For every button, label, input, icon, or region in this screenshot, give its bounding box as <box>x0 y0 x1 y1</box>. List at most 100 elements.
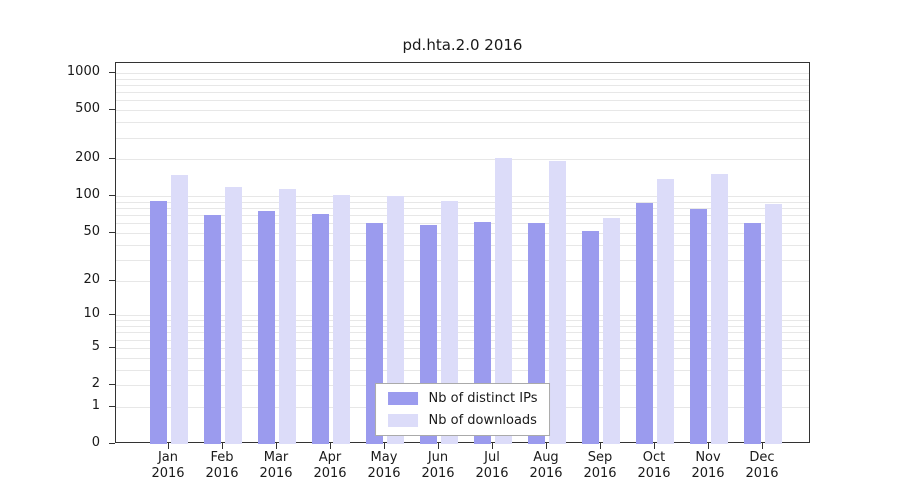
x-tick-label-line: 2016 <box>475 466 509 481</box>
x-tick-label: Apr 2016 <box>303 450 357 482</box>
x-tick-label: Dec 2016 <box>735 450 789 482</box>
gridline <box>116 244 809 246</box>
bar-nb-of-downloads <box>279 188 296 444</box>
y-tick-label: 1 <box>91 397 100 413</box>
x-tick-mark <box>654 443 655 449</box>
x-tick-label-line: Jun <box>427 450 449 465</box>
x-tick-label: May 2016 <box>357 450 411 482</box>
gridline <box>116 92 809 94</box>
x-tick-mark <box>330 443 331 449</box>
bar-nb-of-downloads <box>333 194 350 444</box>
x-tick-label-line: 2016 <box>367 466 401 481</box>
x-tick-label: Mar 2016 <box>249 450 303 482</box>
bar-nb-of-downloads <box>171 174 188 444</box>
gridline <box>116 73 809 74</box>
gridline <box>116 280 809 282</box>
y-tick-mark <box>109 195 115 197</box>
y-tick-mark <box>109 158 115 160</box>
y-tick-mark <box>109 109 115 111</box>
bar-nb-of-downloads <box>657 179 674 444</box>
y-tick-mark <box>109 443 115 444</box>
bar-nb-of-distinct-ips <box>312 213 329 444</box>
gridline <box>116 357 809 359</box>
x-tick-label-line: Dec <box>749 450 775 465</box>
x-tick-label-line: 2016 <box>421 466 455 481</box>
gridline <box>116 208 809 209</box>
x-tick-label: Feb 2016 <box>195 450 249 482</box>
gridline <box>116 100 809 102</box>
bar-nb-of-distinct-ips <box>744 223 761 444</box>
x-tick-mark <box>438 443 439 449</box>
gridline <box>116 201 809 203</box>
x-tick-label-line: 2016 <box>637 466 671 481</box>
gridline <box>116 110 809 112</box>
gridline <box>116 196 809 198</box>
gridline <box>116 339 809 341</box>
bar-nb-of-downloads <box>387 196 404 444</box>
x-tick-label-line: 2016 <box>583 466 617 481</box>
gridline <box>116 122 809 124</box>
gridline <box>116 85 809 86</box>
gridline <box>116 137 809 139</box>
y-tick-mark <box>109 405 115 407</box>
x-tick-label-line: Sep <box>587 450 613 465</box>
x-tick-label: Oct 2016 <box>627 450 681 482</box>
y-tick-label: 0 <box>91 435 100 450</box>
y-tick-mark <box>109 346 115 348</box>
x-tick-mark <box>222 443 223 449</box>
x-tick-label-line: 2016 <box>313 466 347 481</box>
bar-nb-of-downloads <box>549 160 566 444</box>
x-tick-label: Jul 2016 <box>465 450 519 482</box>
y-tick-label: 100 <box>75 187 100 203</box>
x-tick-label-line: Feb <box>210 450 234 465</box>
y-tick-label: 200 <box>75 150 100 166</box>
gridline <box>116 320 809 322</box>
x-tick-label: Nov 2016 <box>681 450 735 482</box>
x-tick-label-line: 2016 <box>745 466 779 481</box>
x-tick-label-line: Nov <box>695 450 721 465</box>
legend-swatch <box>387 392 418 405</box>
gridline <box>116 259 809 261</box>
x-tick-mark <box>600 443 601 449</box>
bar-nb-of-downloads <box>495 157 512 444</box>
gridline <box>116 223 809 225</box>
x-tick-mark <box>762 443 763 449</box>
legend-label: Nb of downloads <box>428 413 537 428</box>
x-tick-label-line: Aug <box>533 450 559 465</box>
bar-nb-of-distinct-ips <box>258 211 275 444</box>
chart-title: pd.hta.2.0 2016 <box>402 36 523 54</box>
x-tick-mark <box>708 443 709 449</box>
x-tick-label-line: Mar <box>263 450 289 465</box>
gridline <box>116 159 809 161</box>
gridline <box>116 347 809 349</box>
gridline <box>116 232 809 234</box>
y-tick-label: 5 <box>91 338 100 354</box>
x-tick-label-line: May <box>370 450 398 465</box>
gridline <box>116 78 809 80</box>
x-tick-mark <box>492 443 493 449</box>
bar-nb-of-distinct-ips <box>150 200 167 444</box>
y-tick-label: 50 <box>83 223 100 239</box>
bar-nb-of-downloads <box>603 218 620 444</box>
x-tick-mark <box>168 443 169 449</box>
bar-nb-of-distinct-ips <box>582 230 599 444</box>
x-tick-label-line: Jul <box>484 450 500 465</box>
y-tick-label: 20 <box>83 271 100 287</box>
x-tick-mark <box>546 443 547 449</box>
y-tick-mark <box>109 231 115 233</box>
y-tick-mark <box>109 314 115 316</box>
y-tick-mark <box>109 279 115 281</box>
y-tick-label: 10 <box>83 306 100 322</box>
bar-nb-of-distinct-ips <box>204 215 221 444</box>
legend-item-nb-of-distinct-ips: Nb of distinct IPs <box>387 391 537 406</box>
gridline <box>116 326 809 327</box>
gridline <box>116 215 809 217</box>
bar-nb-of-distinct-ips <box>690 209 707 444</box>
x-tick-label-line: Apr <box>318 450 342 465</box>
x-tick-label-line: Oct <box>642 450 666 465</box>
y-tick-label: 2 <box>91 376 100 391</box>
x-tick-label-line: Jan <box>157 450 179 465</box>
bar-nb-of-downloads <box>225 187 242 444</box>
x-tick-mark <box>384 443 385 449</box>
